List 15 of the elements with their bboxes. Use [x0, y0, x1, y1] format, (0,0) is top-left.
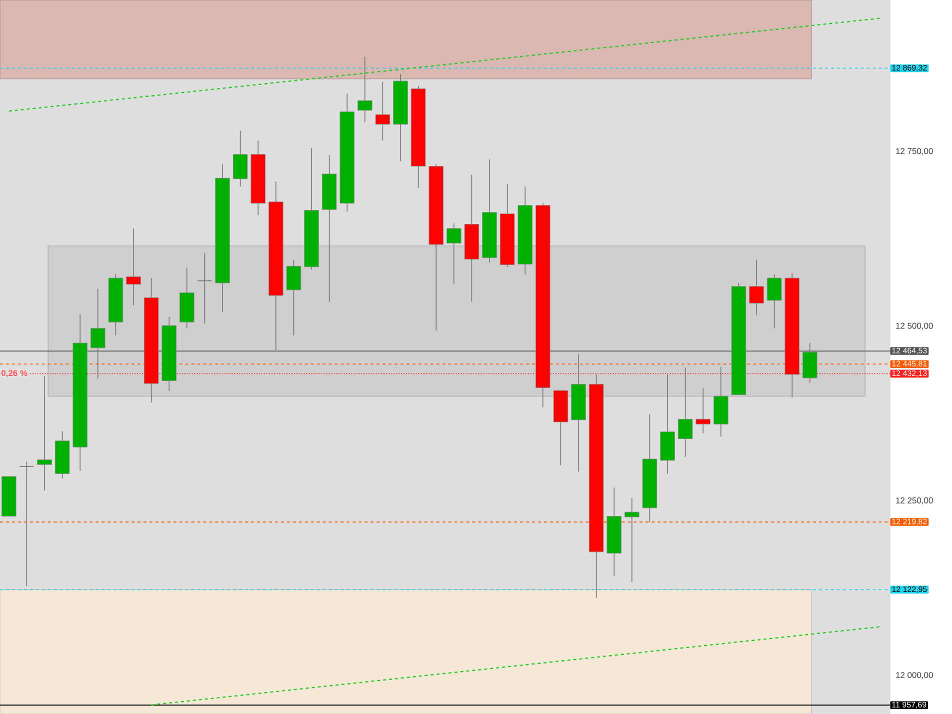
y-tick-label: 12 500,00: [896, 322, 933, 330]
y-tick-label: 12 750,00: [896, 148, 933, 156]
y-tick-label: 12 250,00: [896, 497, 933, 504]
candlestick: [749, 259, 764, 316]
candlestick: [358, 56, 372, 123]
candlestick: [624, 498, 640, 582]
candlestick: [766, 274, 782, 329]
candlestick: [37, 375, 52, 491]
candlestick: [19, 461, 34, 587]
candlestick: [90, 288, 106, 380]
candlestick: [375, 81, 390, 141]
candlestick: [197, 252, 212, 324]
candlestick: [286, 259, 302, 336]
y-tick-label: 12 000,00: [896, 672, 933, 680]
annotation: 0,26 %: [2, 370, 28, 378]
